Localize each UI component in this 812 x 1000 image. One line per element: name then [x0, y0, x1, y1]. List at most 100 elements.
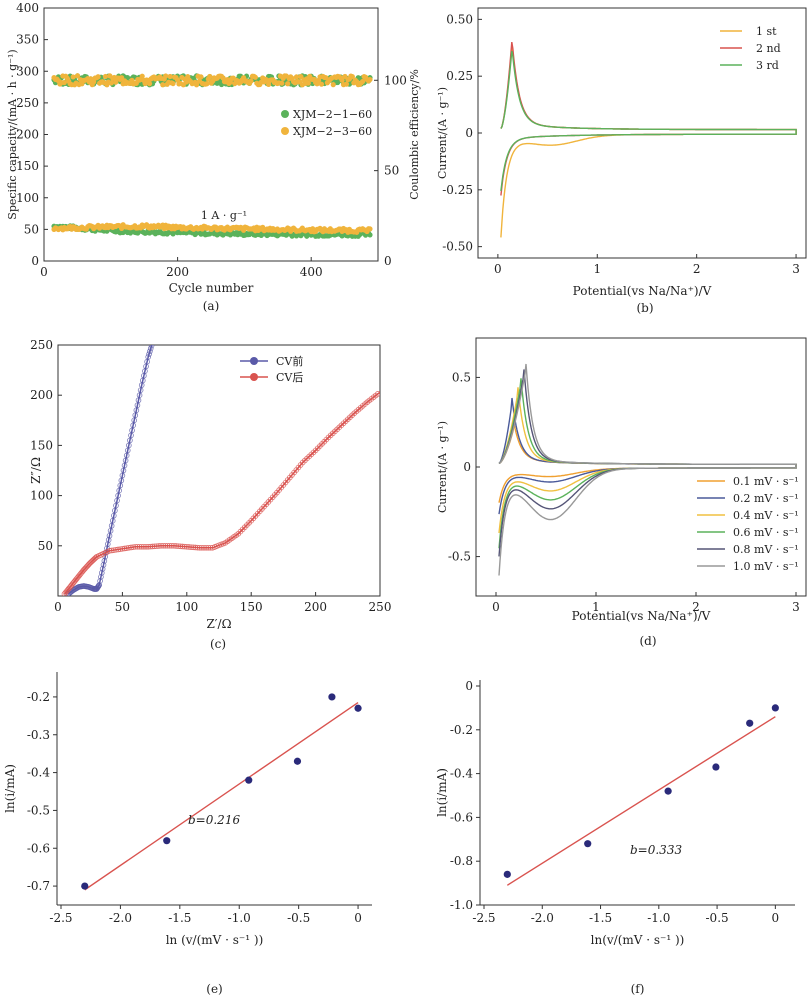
nyquist-point [194, 544, 201, 551]
y-axis-label: Specific capacity/(mA · h · g⁻¹) [6, 49, 19, 219]
x-axis-label: Potential(vs Na/Na⁺)/V [572, 609, 711, 623]
legend-label: 3 rd [756, 59, 779, 72]
data-point [584, 840, 592, 848]
nyquist-point [179, 543, 186, 550]
nyquist-point [133, 407, 140, 414]
x-tick-label: 3 [792, 600, 800, 614]
nyquist-point [145, 544, 151, 550]
x-tick-label: -2.0 [109, 911, 132, 925]
nyquist-point [118, 477, 125, 484]
y2-tick-label: 50 [384, 164, 399, 178]
panel-label: (b) [636, 301, 653, 315]
y-tick-label: -0.6 [27, 841, 50, 855]
nyquist-point [115, 546, 121, 553]
nyquist-point [147, 543, 154, 550]
y-tick-label: -1.0 [450, 898, 473, 912]
y2-axis-label: Coulombic efficiency/% [408, 69, 421, 200]
x-tick-label: 0 [54, 600, 62, 614]
efficiency-point [146, 81, 153, 87]
y-tick-label: -0.5 [448, 550, 471, 564]
y-tick-label: 400 [16, 1, 39, 15]
nyquist-point [175, 543, 182, 549]
plot-frame [57, 344, 381, 597]
x-tick-label: 100 [175, 600, 198, 614]
legend-marker [250, 357, 258, 365]
efficiency-point [163, 73, 169, 79]
rate-annotation: 1 A · g⁻¹ [201, 209, 247, 222]
y-tick-label: -0.5 [27, 803, 50, 817]
y-tick-label: 0.50 [446, 12, 473, 26]
nyquist-point [100, 562, 107, 568]
efficiency-point [252, 74, 258, 80]
x-tick-label: 200 [304, 600, 327, 614]
efficiency-point [193, 82, 200, 88]
nyquist-point [132, 544, 139, 550]
y-axis-label: Current/(A · g⁻¹) [436, 87, 449, 179]
y-tick-label: -0.2 [27, 690, 50, 704]
data-point [746, 719, 754, 727]
x-tick-label: -0.5 [706, 911, 729, 925]
nyquist-point [166, 542, 173, 549]
efficiency-point [367, 76, 373, 83]
x-tick-label: 150 [240, 600, 263, 614]
y-tick-label: 0 [465, 126, 473, 140]
nyquist-point [138, 544, 145, 550]
x-tick-label: 0 [492, 600, 500, 614]
x-tick-label: -1.5 [589, 911, 612, 925]
nyquist-point [151, 543, 158, 550]
plot-frame [475, 337, 807, 597]
slope-annotation: b=0.333 [630, 843, 682, 857]
y-axis-label: Current/(A · g⁻¹) [436, 421, 449, 513]
y-tick-label: 250 [16, 96, 39, 110]
efficiency-point [265, 81, 272, 87]
y2-tick-label: 100 [384, 73, 407, 87]
efficiency-point [293, 74, 300, 80]
efficiency-point [349, 73, 355, 80]
x-tick-label: -0.5 [287, 911, 310, 925]
y-tick-label: 0.25 [446, 69, 473, 83]
nyquist-point [134, 544, 141, 550]
fit-line [506, 716, 776, 886]
x-tick-label: -1.5 [168, 911, 191, 925]
y-tick-label: -0.50 [442, 240, 473, 254]
efficiency-point [102, 73, 109, 80]
nyquist-point [123, 545, 130, 551]
data-point [293, 757, 302, 765]
panel-label: (f) [631, 982, 645, 996]
y-tick-label: 350 [16, 33, 39, 47]
nyquist-point [98, 574, 104, 580]
nyquist-point [128, 544, 134, 551]
legend-marker [281, 127, 289, 135]
y-tick-label: -0.2 [450, 723, 473, 737]
capacity-point [367, 226, 373, 232]
nyquist-point [143, 544, 149, 550]
nyquist-point [109, 517, 116, 524]
legend-label: 0.8 mV · s⁻¹ [733, 543, 799, 556]
efficiency-point [198, 74, 204, 80]
x-tick-label: 200 [166, 265, 189, 279]
efficiency-point [113, 79, 119, 85]
x-tick-label: -1.0 [647, 911, 670, 925]
nyquist-line [67, 345, 153, 595]
y-tick-label: -0.8 [450, 854, 473, 868]
x-axis-label: ln (v/(mV · s⁻¹ )) [166, 933, 264, 947]
capacity-point [367, 232, 373, 238]
y-axis-label: ln(i/mA) [435, 768, 449, 817]
efficiency-point [95, 74, 101, 80]
nyquist-point [188, 544, 194, 550]
nyquist-point [113, 502, 119, 509]
nyquist-point [111, 512, 117, 519]
nyquist-point [126, 442, 132, 449]
y-tick-label: 0.5 [452, 370, 471, 384]
nyquist-point [126, 545, 132, 551]
y-axis-label: Z″/Ω [29, 457, 43, 484]
data-point [771, 704, 779, 712]
nyquist-point [114, 497, 120, 504]
panel-e: -2.5 -2.0 -1.5 -1.0 -0.5 0 -0.7 -0.6 -0.5 -0.4 -0.… [3, 672, 372, 996]
slope-annotation: b=0.216 [188, 813, 240, 827]
nyquist-point [119, 472, 126, 479]
series-0 [65, 345, 155, 596]
y2-tick-label: 0 [384, 254, 392, 268]
legend-marker [250, 373, 258, 381]
